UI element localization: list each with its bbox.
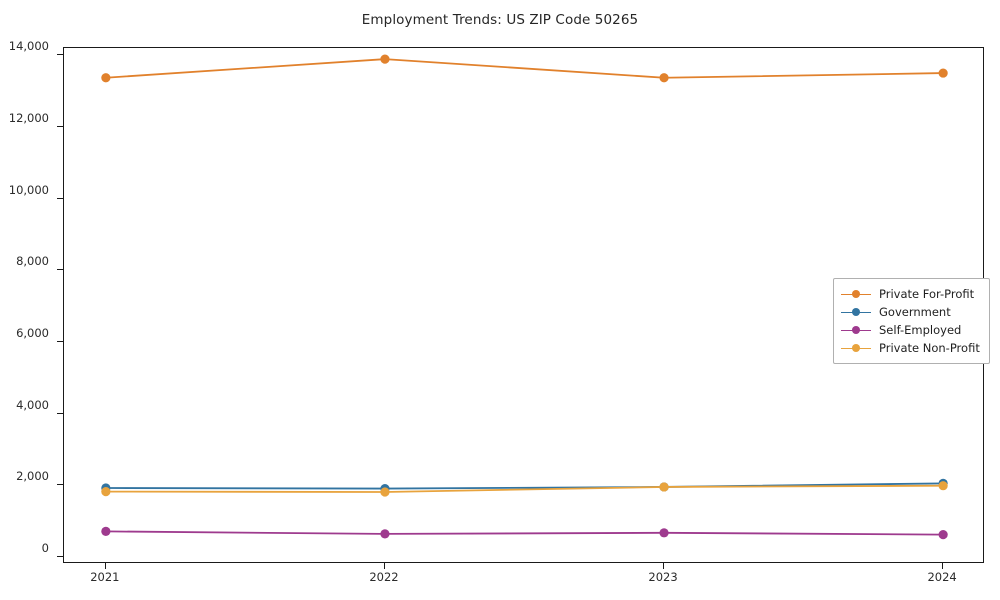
data-point-marker <box>938 530 948 540</box>
x-tick-mark <box>663 563 665 569</box>
x-tick-mark <box>104 563 106 569</box>
legend-item[interactable]: Self-Employed <box>841 321 980 339</box>
data-point-marker <box>101 526 111 536</box>
legend-swatch-icon <box>841 285 871 303</box>
series-line <box>105 484 944 493</box>
y-tick-mark <box>57 340 63 342</box>
legend-swatch-icon <box>841 303 871 321</box>
legend-label: Government <box>879 305 951 319</box>
data-point-marker <box>659 73 669 83</box>
x-tick-label: 2022 <box>369 570 399 584</box>
y-tick-label: 2,000 <box>16 469 49 484</box>
y-tick-mark <box>57 269 63 271</box>
data-point-marker <box>659 482 669 492</box>
series-line <box>105 482 944 490</box>
y-tick-mark <box>57 412 63 414</box>
legend-label: Self-Employed <box>879 323 962 337</box>
y-tick-mark <box>57 54 63 56</box>
legend-item[interactable]: Private For-Profit <box>841 285 980 303</box>
legend-item[interactable]: Private Non-Profit <box>841 339 980 357</box>
data-point-marker <box>101 487 111 497</box>
legend-label: Private Non-Profit <box>879 341 980 355</box>
y-tick-mark <box>57 125 63 127</box>
y-tick-mark <box>57 484 63 486</box>
chart-legend: Private For-Profit Government Self-Employe… <box>833 278 990 364</box>
legend-item[interactable]: Government <box>841 303 980 321</box>
x-tick-label: 2021 <box>90 570 120 584</box>
data-point-marker <box>659 528 669 538</box>
legend-label: Private For-Profit <box>879 287 975 301</box>
series-self-employed <box>101 526 948 540</box>
x-tick-label: 2023 <box>648 570 678 584</box>
legend-marker-icon <box>852 326 860 334</box>
data-point-marker <box>101 73 111 83</box>
x-tick-mark <box>383 563 385 569</box>
plot-area <box>63 47 984 563</box>
legend-marker-icon <box>852 344 860 352</box>
series-line <box>105 58 944 79</box>
y-tick-label: 10,000 <box>8 182 49 197</box>
y-tick-mark <box>57 197 63 199</box>
y-tick-label: 0 <box>41 540 49 555</box>
legend-marker-icon <box>852 290 860 298</box>
data-point-marker <box>380 487 390 497</box>
y-tick-label: 6,000 <box>16 325 49 340</box>
y-tick-label: 8,000 <box>16 254 49 269</box>
data-point-marker <box>938 68 948 78</box>
series-private-for-profit <box>101 54 948 83</box>
y-tick-label: 14,000 <box>8 39 49 54</box>
x-tick-mark <box>942 563 944 569</box>
y-tick-label: 4,000 <box>16 397 49 412</box>
legend-swatch-icon <box>841 321 871 339</box>
series-line <box>105 530 944 536</box>
legend-marker-icon <box>852 308 860 316</box>
data-point-marker <box>380 529 390 539</box>
legend-swatch-icon <box>841 339 871 357</box>
series-canvas <box>101 54 948 540</box>
x-tick-label: 2024 <box>927 570 957 584</box>
y-tick-label: 12,000 <box>8 110 49 125</box>
chart-title: Employment Trends: US ZIP Code 50265 <box>361 12 639 28</box>
series-private-non-profit <box>101 481 948 497</box>
y-tick-mark <box>57 555 63 557</box>
data-point-marker <box>938 481 948 491</box>
data-point-marker <box>380 54 390 64</box>
